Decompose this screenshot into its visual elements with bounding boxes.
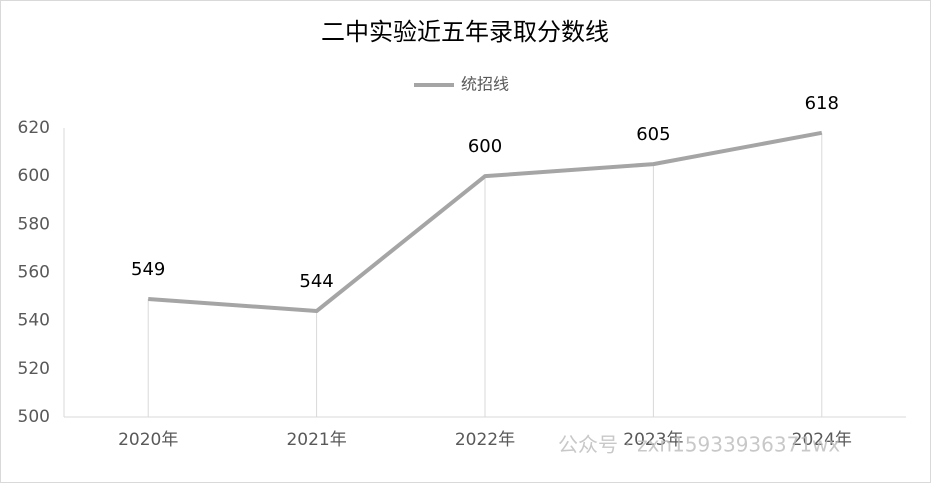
y-tick-label: 600 (18, 166, 50, 186)
data-line (148, 130, 823, 314)
legend-label: 统招线 (461, 75, 509, 94)
x-tick-label: 2021年 (286, 430, 346, 450)
x-tick-label: 2022年 (455, 430, 515, 450)
y-tick-label: 500 (18, 407, 50, 427)
chart-title: 二中实验近五年录取分数线 (321, 18, 609, 46)
y-tick-label: 560 (18, 263, 50, 283)
y-tick-label: 540 (18, 311, 50, 331)
data-label: 544 (299, 271, 333, 292)
y-tick-label: 520 (18, 359, 50, 379)
data-label: 549 (131, 259, 165, 280)
x-tick-label: 2023年 (623, 430, 683, 450)
data-label: 618 (805, 93, 839, 114)
data-label: 600 (468, 136, 502, 157)
watermark: 公众号 · zxn15933936371wx (558, 433, 840, 457)
x-tick-label: 2020年 (118, 430, 178, 450)
data-label: 605 (636, 124, 670, 145)
x-tick-label: 2024年 (792, 430, 852, 450)
y-tick-label: 580 (18, 214, 50, 234)
y-tick-label: 620 (18, 118, 50, 138)
